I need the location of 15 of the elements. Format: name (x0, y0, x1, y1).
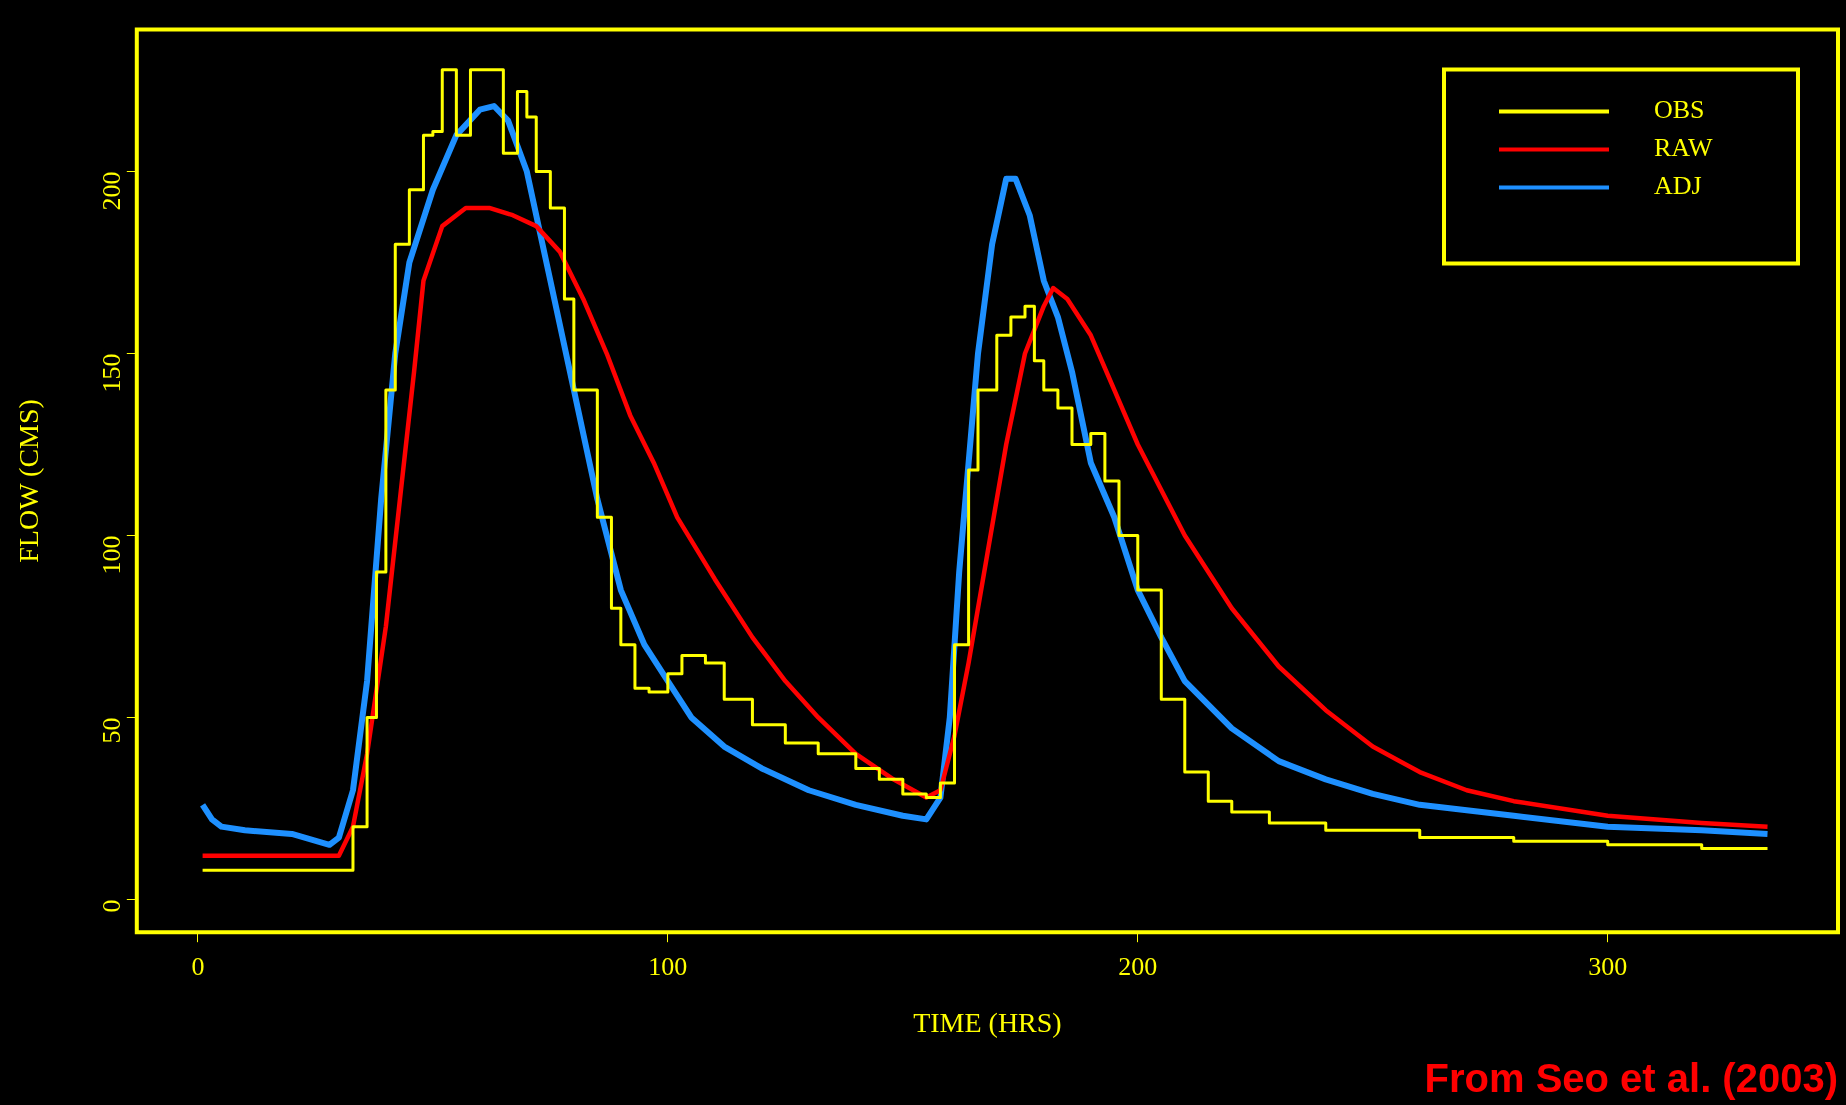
x-tick-label: 100 (648, 951, 688, 981)
x-tick-label: 200 (1118, 951, 1158, 981)
x-tick-label: 300 (1588, 951, 1628, 981)
legend-label: RAW (1654, 133, 1714, 163)
x-axis-title: TIME (HRS) (913, 1006, 1062, 1038)
legend-label: OBS (1654, 95, 1705, 125)
x-tick-label: 0 (191, 951, 205, 981)
text: From Seo et al. (2003) (1424, 1056, 1838, 1101)
y-tick-label: 0 (96, 899, 126, 913)
y-tick-label: 50 (96, 717, 126, 744)
y-axis-title: FLOW (CMS) (13, 399, 45, 563)
y-tick-label: 150 (96, 353, 126, 393)
y-tick-label: 100 (96, 535, 126, 575)
y-tick-label: 200 (96, 171, 126, 211)
legend-label: ADJ (1654, 171, 1702, 201)
